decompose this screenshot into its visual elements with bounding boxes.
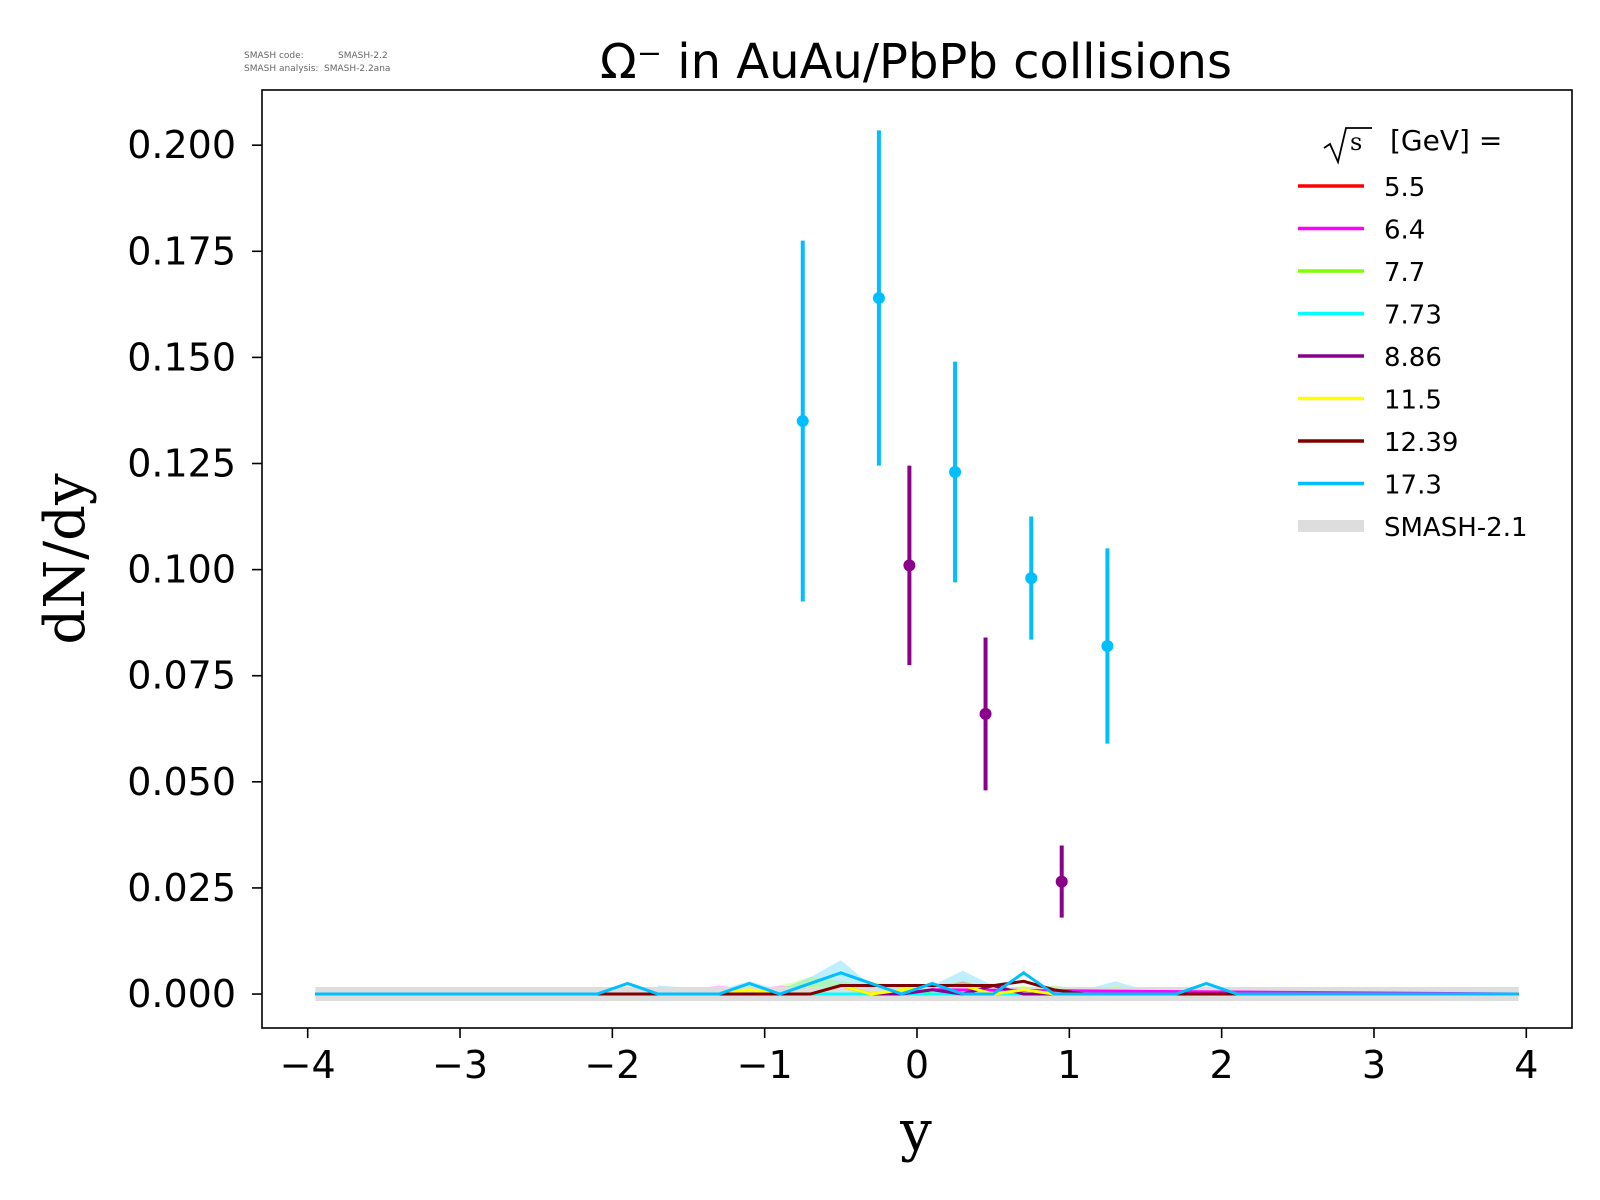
smash-code-value: SMASH-2.2 [338, 51, 388, 61]
smash-analysis-value: SMASH-2.2ana [324, 64, 390, 74]
legend-title-text: [GeV] = [1390, 124, 1502, 157]
y-tick-label: 0.075 [127, 654, 236, 698]
data-point [979, 707, 992, 720]
smash-code-label: SMASH code: [244, 51, 304, 61]
model-line [315, 979, 1519, 996]
model-line [315, 983, 1519, 996]
legend-label: 5.5 [1384, 173, 1425, 203]
x-axis-label: y [899, 1099, 932, 1164]
y-tick-label: 0.000 [127, 972, 236, 1016]
data-point [1101, 640, 1114, 653]
chart-title: Ω⁻ in AuAu/PbPb collisions [600, 34, 1232, 90]
smash-analysis-label: SMASH analysis: [244, 64, 318, 74]
plot-frame [261, 89, 1573, 1029]
sqrt-symbol [1323, 127, 1372, 165]
x-tick-label: −1 [737, 1043, 793, 1087]
legend-label: SMASH-2.1 [1384, 513, 1528, 543]
y-axis-ticks: 0.000 0.025 0.050 0.075 0.100 0.125 0.150 0.175… [127, 123, 262, 1016]
legend-label: 12.39 [1384, 428, 1458, 458]
legend-label: 7.7 [1384, 258, 1425, 288]
y-tick-label: 0.125 [127, 442, 236, 486]
legend-label: 17.3 [1384, 471, 1442, 501]
x-axis-ticks: −4 −3 −2 −1 0 1 2 3 4 [280, 1028, 1538, 1087]
x-tick-label: 2 [1210, 1043, 1234, 1087]
legend-label: 7.73 [1384, 301, 1442, 331]
model-line [315, 970, 1519, 996]
data-point [796, 415, 809, 428]
legend: s [GeV] = 5.5 6.4 7.7 7.73 8.86 11.5 12.39 17.3… [1298, 124, 1528, 543]
y-tick-label: 0.200 [127, 123, 236, 167]
x-tick-label: 4 [1514, 1043, 1538, 1087]
y-tick-label: 0.175 [127, 229, 236, 273]
experimental-points [796, 130, 1114, 918]
x-tick-label: 0 [905, 1043, 929, 1087]
y-axis-label: dN/dy [33, 473, 98, 645]
y-tick-label: 0.050 [127, 760, 236, 804]
legend-label: 8.86 [1384, 343, 1442, 373]
x-tick-label: −2 [584, 1043, 640, 1087]
x-tick-label: 1 [1057, 1043, 1081, 1087]
legend-label: 6.4 [1384, 216, 1425, 246]
legend-label: 11.5 [1384, 386, 1442, 416]
data-point [949, 465, 962, 478]
x-tick-label: 3 [1362, 1043, 1386, 1087]
legend-title: s [GeV] = [1323, 124, 1502, 165]
x-tick-label: −3 [432, 1043, 488, 1087]
x-tick-label: −4 [280, 1043, 336, 1087]
model-lines [315, 970, 1519, 1002]
y-tick-label: 0.100 [127, 548, 236, 592]
data-point [1025, 572, 1038, 585]
data-point [1055, 875, 1068, 888]
data-point [903, 559, 916, 572]
y-tick-label: 0.025 [127, 866, 236, 910]
smash-version-info: SMASH code: SMASH-2.2 SMASH analysis: SM… [244, 51, 390, 74]
legend-title-s: s [1350, 128, 1362, 156]
y-tick-label: 0.150 [127, 335, 236, 379]
data-point [872, 291, 885, 304]
